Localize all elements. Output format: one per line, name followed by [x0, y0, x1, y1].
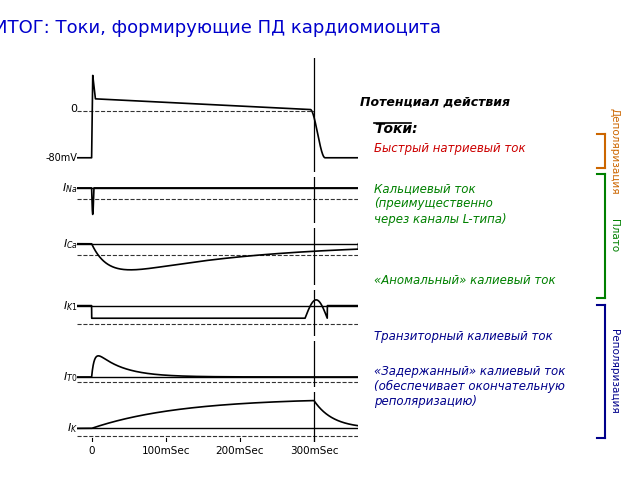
Text: -80mV: -80mV [45, 153, 77, 163]
Text: $I_{K1}$: $I_{K1}$ [63, 299, 77, 312]
Text: 200mSec: 200mSec [216, 446, 264, 456]
Point [310, 435, 318, 441]
Text: $I_{T0}$: $I_{T0}$ [63, 370, 77, 384]
Text: Транзиторный калиевый ток: Транзиторный калиевый ток [374, 330, 553, 344]
Point [88, 435, 95, 441]
Text: $I_K$: $I_K$ [67, 421, 77, 435]
Text: $I_{Na}$: $I_{Na}$ [62, 181, 77, 195]
Text: «Задержанный» калиевый ток
(обеспечивает окончательную
реполяризацию): «Задержанный» калиевый ток (обеспечивает… [374, 365, 566, 408]
Text: Токи:: Токи: [374, 122, 418, 136]
Text: Деполяризация: Деполяризация [609, 108, 620, 194]
Point [236, 435, 244, 441]
Text: Кальциевый ток
(преимущественно
через каналы L-типа): Кальциевый ток (преимущественно через ка… [374, 182, 507, 226]
Text: Потенциал действия: Потенциал действия [360, 96, 510, 108]
Text: 0: 0 [88, 446, 95, 456]
Text: ИТОГ: Токи, формирующие ПД кардиомиоцита: ИТОГ: Токи, формирующие ПД кардиомиоцита [0, 19, 441, 37]
Point [162, 439, 170, 444]
Text: $I_{Ca}$: $I_{Ca}$ [63, 237, 77, 251]
Text: «Аномальный» калиевый ток: «Аномальный» калиевый ток [374, 274, 556, 288]
Point [310, 439, 318, 444]
Text: Быстрый натриевый ток: Быстрый натриевый ток [374, 142, 526, 156]
Text: 0: 0 [70, 105, 77, 114]
Point [236, 439, 244, 444]
Point [88, 439, 95, 444]
Text: 100mSec: 100mSec [141, 446, 190, 456]
Point [162, 435, 170, 441]
Text: Реполяризация: Реполяризация [609, 329, 620, 413]
Text: 300mSec: 300mSec [290, 446, 338, 456]
Text: Плато: Плато [609, 219, 620, 252]
